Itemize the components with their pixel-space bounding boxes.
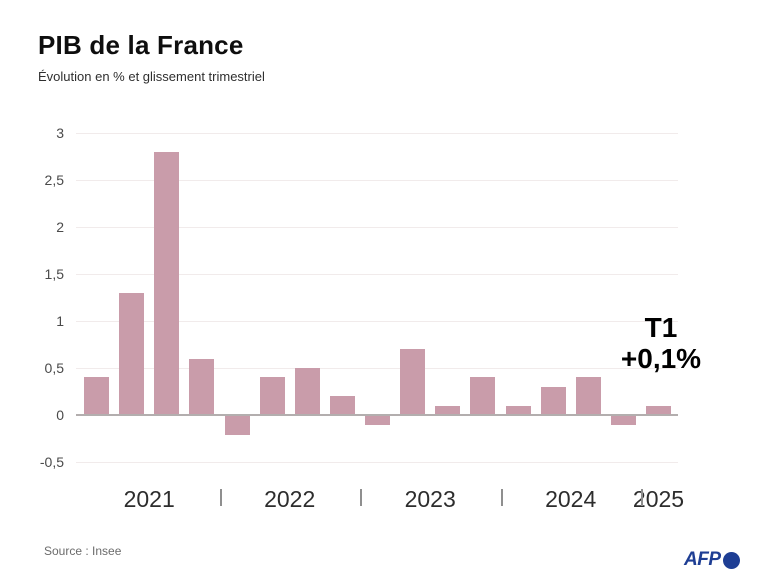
bar-2022-T3 [294, 368, 320, 415]
x-axis-zero-line [76, 414, 678, 416]
source-credit: Source : Insee [44, 544, 122, 558]
bar-2022-T4 [329, 396, 355, 415]
x-axis-year-label-2024: 2024 [545, 486, 597, 512]
bar-2022-T1 [224, 416, 250, 435]
bar-2023-T3 [435, 405, 461, 415]
y-axis-tick-label: 3 [56, 125, 64, 141]
afp-logo-text: AFP [684, 549, 721, 570]
y-axis-tick-label: 1 [56, 313, 64, 329]
bar-2021-T4 [189, 358, 215, 415]
bar-2025-T1 [646, 405, 671, 415]
bar-2022-T2 [259, 377, 285, 415]
chart-subtitle: Évolution en % et glissement trimestriel [38, 69, 265, 84]
x-axis-year-separator [500, 489, 503, 506]
bar-2024-T2 [540, 386, 566, 415]
bar-2024-T1 [505, 405, 531, 415]
y-axis-tick-label: 1,5 [44, 266, 64, 282]
x-axis-year-separator [219, 489, 222, 506]
x-axis-year-label-2023: 2023 [404, 486, 456, 512]
bar-2023-T4 [470, 377, 496, 415]
y-axis-tick-label: 2 [56, 219, 64, 235]
gridline-3 [76, 133, 678, 134]
latest-value-annotation: T1 +0,1% [599, 312, 723, 374]
chart-title: PIB de la France [38, 30, 244, 60]
gridline--0,5 [76, 462, 678, 463]
annotation-value: +0,1% [620, 343, 702, 374]
y-axis-tick-label: 0,5 [44, 360, 64, 376]
gridline-0,5 [76, 368, 678, 369]
x-axis-year-separator [360, 489, 363, 506]
annotation-quarter: T1 [644, 312, 678, 343]
x-axis-year-label-2022: 2022 [264, 486, 316, 512]
bar-2021-T1 [84, 377, 109, 415]
bar-2024-T4 [610, 416, 636, 426]
y-axis-tick-label: 2,5 [44, 172, 64, 188]
x-axis-year-label-2021: 2021 [123, 486, 175, 512]
bar-2021-T2 [119, 292, 145, 415]
afp-logo-dot-icon [722, 551, 740, 569]
gridline-2,5 [76, 180, 678, 181]
x-axis-year-label-2025: 2025 [632, 486, 685, 512]
x-axis-year-separator [641, 489, 644, 506]
y-axis-tick-label: -0,5 [39, 454, 64, 470]
bar-2023-T1 [365, 416, 390, 426]
gridline-1,5 [76, 274, 678, 275]
gridline-2 [76, 227, 678, 228]
bar-2024-T3 [575, 377, 601, 415]
gridline-1 [76, 321, 678, 322]
y-axis-tick-label: 0 [56, 407, 64, 423]
bar-2023-T2 [400, 349, 426, 415]
bar-2021-T3 [154, 151, 180, 415]
afp-logo: AFP [684, 549, 740, 570]
